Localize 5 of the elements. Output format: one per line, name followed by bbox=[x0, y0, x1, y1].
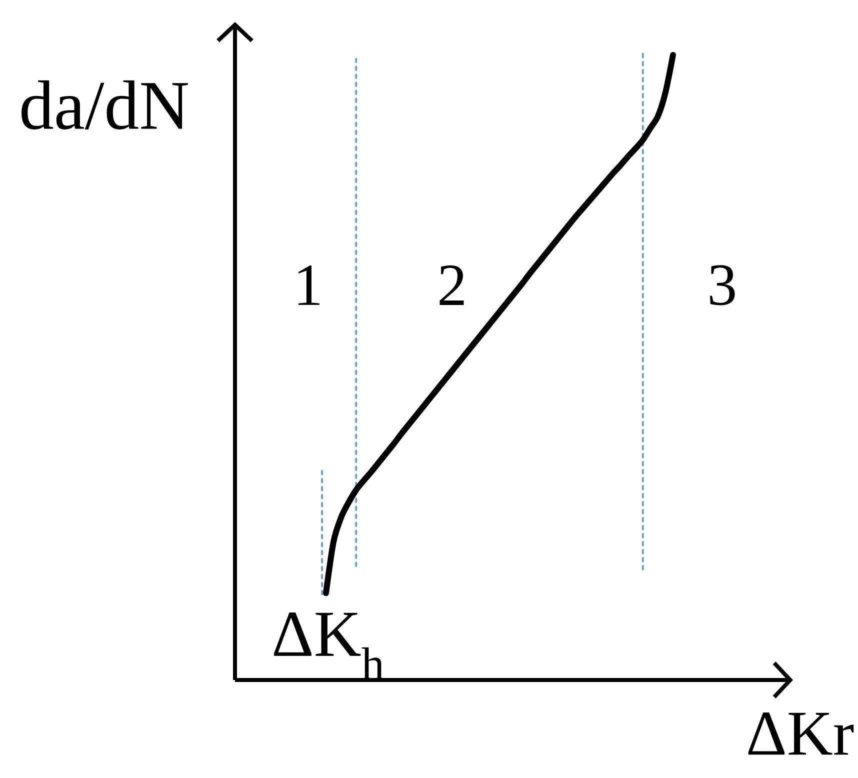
annotation: 2 bbox=[440, 265, 464, 305]
x-axis-title: ΔKr bbox=[748, 712, 854, 755]
text: 3 bbox=[710, 265, 735, 306]
text: 1 bbox=[298, 265, 320, 305]
y-axis-title: da/dN bbox=[22, 80, 188, 130]
